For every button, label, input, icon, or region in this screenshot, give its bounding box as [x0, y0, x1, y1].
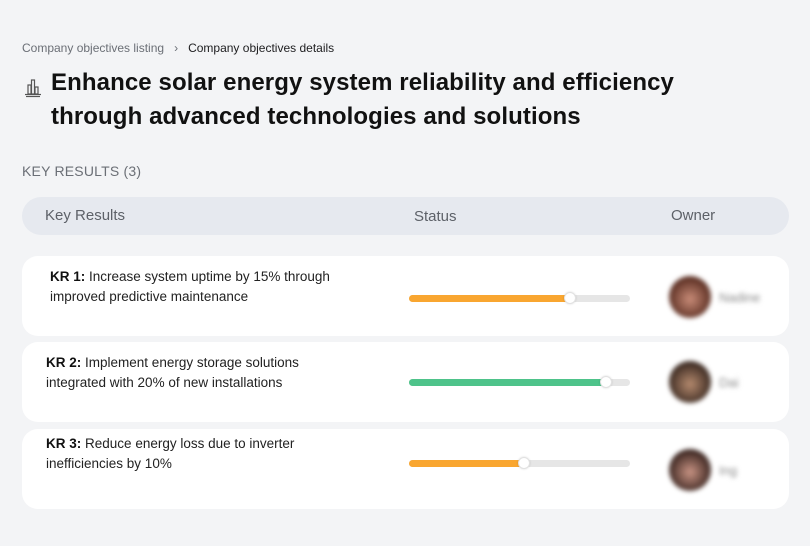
breadcrumb: Company objectives listing › Company obj…: [22, 41, 334, 55]
key-result-text: KR 3: Reduce energy loss due to inverter…: [46, 434, 346, 474]
column-header-status: Status: [414, 208, 457, 225]
progress-fill: [409, 379, 606, 386]
owner-cell[interactable]: Ing: [669, 449, 737, 491]
avatar: [669, 449, 711, 491]
key-result-row[interactable]: KR 2: Implement energy storage solutions…: [22, 342, 789, 422]
owner-name: Ing: [719, 462, 738, 478]
chevron-right-icon: ›: [174, 41, 179, 55]
building-chart-icon: [25, 79, 41, 98]
progress-handle[interactable]: [599, 376, 612, 388]
owner-cell[interactable]: Nadine: [669, 276, 760, 318]
status-progress-bar[interactable]: [409, 292, 630, 304]
key-results-table-header: Key Results Status Owner: [22, 197, 789, 235]
progress-fill: [409, 295, 571, 302]
key-results-count-label: KEY RESULTS (3): [22, 163, 142, 179]
key-result-text: KR 1: Increase system uptime by 15% thro…: [50, 267, 350, 307]
key-result-label: KR 2:: [46, 355, 82, 370]
owner-cell[interactable]: Dai: [669, 361, 739, 403]
column-header-owner: Owner: [671, 207, 716, 224]
status-progress-bar[interactable]: [409, 376, 630, 388]
key-result-row[interactable]: KR 1: Increase system uptime by 15% thro…: [22, 256, 789, 336]
key-result-description: Increase system uptime by 15% through im…: [50, 269, 330, 304]
owner-name: Dai: [719, 374, 739, 390]
page-title: Enhance solar energy system reliability …: [51, 69, 674, 130]
key-result-label: KR 1:: [50, 269, 86, 284]
progress-handle[interactable]: [517, 457, 530, 469]
key-result-description: Reduce energy loss due to inverter ineff…: [46, 436, 295, 471]
key-result-text: KR 2: Implement energy storage solutions…: [46, 353, 346, 393]
key-result-description: Implement energy storage solutions integ…: [46, 355, 299, 390]
objective-header: Enhance solar energy system reliability …: [22, 66, 762, 134]
progress-handle[interactable]: [564, 292, 577, 304]
status-progress-bar[interactable]: [409, 457, 630, 469]
avatar: [669, 276, 711, 318]
breadcrumb-current-page: Company objectives details: [188, 41, 335, 55]
owner-name: Nadine: [719, 289, 761, 305]
breadcrumb-objectives-listing-link[interactable]: Company objectives listing: [22, 41, 165, 55]
progress-fill: [409, 460, 524, 467]
key-result-row[interactable]: KR 3: Reduce energy loss due to inverter…: [22, 429, 789, 509]
key-result-label: KR 3:: [46, 436, 82, 451]
column-header-key-results: Key Results: [45, 207, 126, 224]
avatar: [669, 361, 711, 403]
